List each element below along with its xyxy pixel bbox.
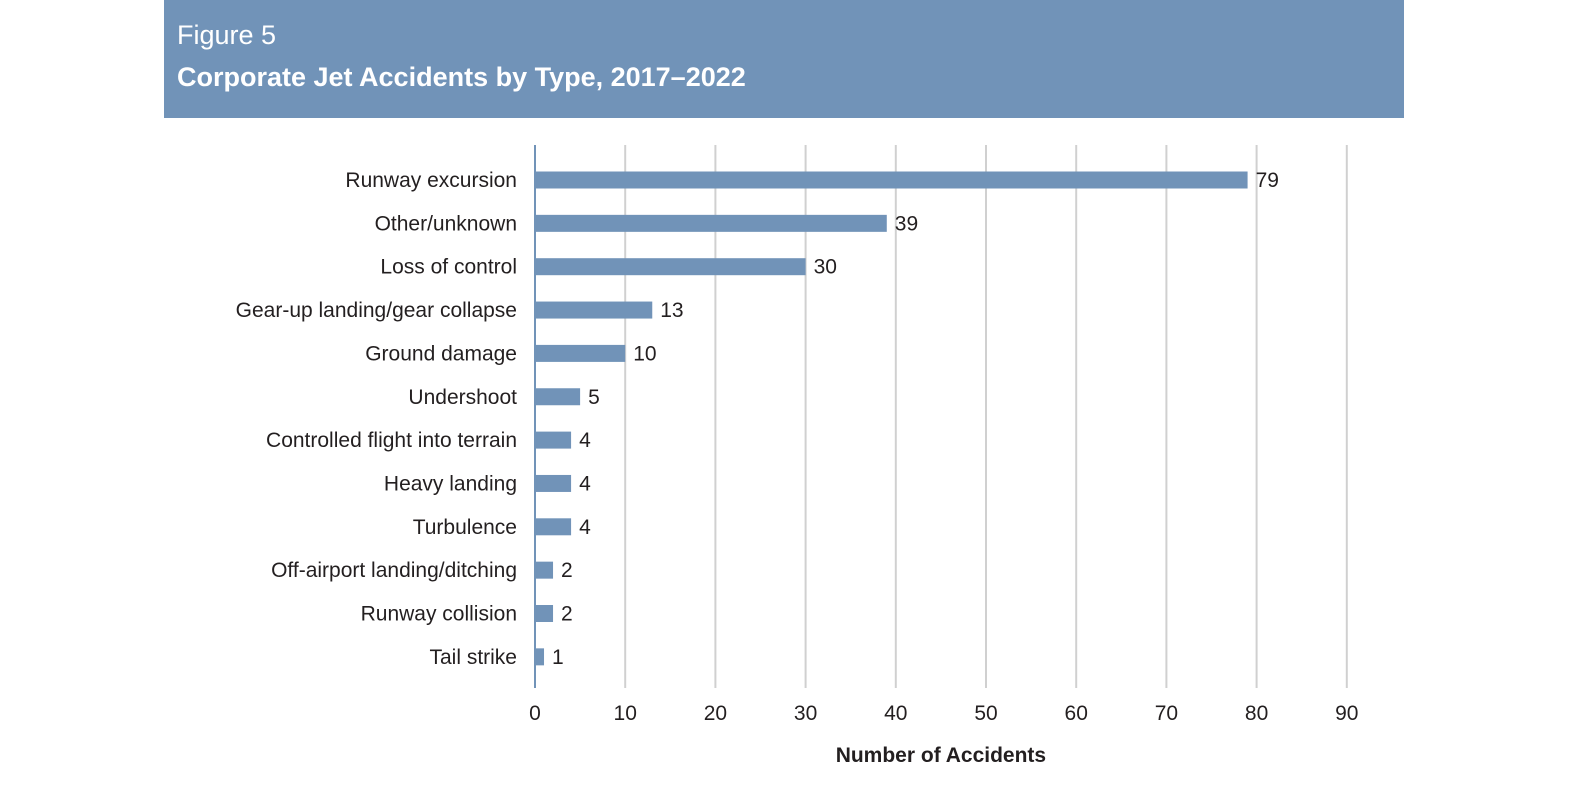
data-label: 2 xyxy=(561,559,573,582)
bar xyxy=(535,214,887,232)
bar xyxy=(535,561,554,579)
data-label: 30 xyxy=(814,256,837,279)
category-label: Runway excursion xyxy=(345,169,517,192)
category-label: Turbulence xyxy=(413,516,517,539)
bar xyxy=(535,388,581,406)
figure-label: Figure 5 xyxy=(177,20,277,50)
bar xyxy=(535,301,653,319)
x-tick-labels: 0 10 20 30 40 50 60 70 80 90 xyxy=(529,702,1358,725)
bar xyxy=(535,431,572,449)
data-label: 2 xyxy=(561,603,573,626)
x-tick-label: 10 xyxy=(614,702,637,725)
data-label: 10 xyxy=(633,342,656,365)
bar xyxy=(535,344,626,362)
figure-header: Figure 5 Corporate Jet Accidents by Type… xyxy=(164,0,1404,118)
category-label: Tail strike xyxy=(429,646,517,669)
data-label: 13 xyxy=(660,299,683,322)
data-label: 4 xyxy=(579,516,591,539)
data-label: 4 xyxy=(579,472,591,495)
category-label: Controlled flight into terrain xyxy=(266,429,517,452)
data-label: 79 xyxy=(1256,169,1279,192)
x-tick-label: 70 xyxy=(1155,702,1178,725)
bar xyxy=(535,518,572,536)
x-tick-label: 60 xyxy=(1065,702,1088,725)
category-label: Gear-up landing/gear collapse xyxy=(236,299,517,322)
data-label: 5 xyxy=(588,386,600,409)
bars xyxy=(535,171,1248,666)
data-label: 4 xyxy=(579,429,591,452)
category-labels: Runway excursion Other/unknown Loss of con… xyxy=(236,169,518,669)
category-label: Undershoot xyxy=(408,386,517,409)
x-tick-label: 80 xyxy=(1245,702,1268,725)
x-tick-label: 0 xyxy=(529,702,541,725)
category-label: Runway collision xyxy=(361,603,517,626)
category-label: Loss of control xyxy=(380,256,517,279)
category-label: Other/unknown xyxy=(375,212,517,235)
bar xyxy=(535,648,545,666)
data-label: 39 xyxy=(895,212,918,235)
category-label: Heavy landing xyxy=(384,472,517,495)
x-tick-label: 50 xyxy=(974,702,997,725)
x-tick-label: 20 xyxy=(704,702,727,725)
x-tick-label: 90 xyxy=(1335,702,1358,725)
data-label: 1 xyxy=(552,646,564,669)
gridlines xyxy=(624,145,1348,688)
x-tick-label: 30 xyxy=(794,702,817,725)
category-label: Ground damage xyxy=(365,342,517,365)
x-axis-title: Number of Accidents xyxy=(836,744,1046,767)
bar xyxy=(535,605,554,622)
chart-title: Corporate Jet Accidents by Type, 2017–20… xyxy=(177,62,746,92)
bar xyxy=(535,171,1248,189)
category-label: Off-airport landing/ditching xyxy=(271,559,517,582)
bar xyxy=(535,474,572,492)
x-tick-label: 40 xyxy=(884,702,907,725)
bar xyxy=(535,258,806,276)
